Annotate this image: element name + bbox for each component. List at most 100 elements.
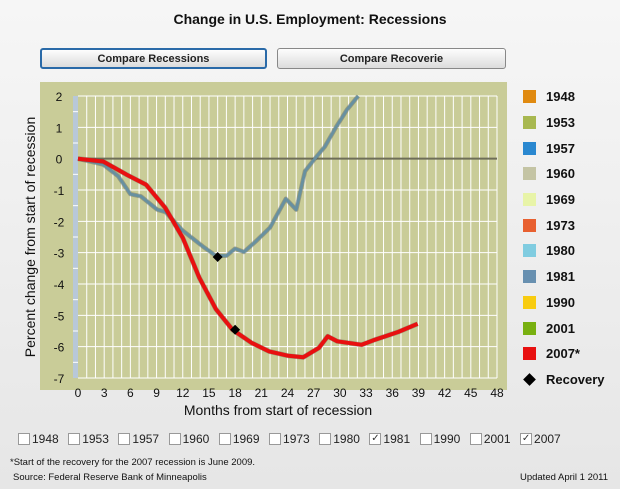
checkbox-1953[interactable]: 1953: [68, 432, 109, 446]
checkbox-label: 1981: [383, 432, 411, 446]
legend-swatch: [523, 90, 536, 104]
checkbox-box[interactable]: ✓: [520, 433, 533, 445]
recovery-marker-1981: [212, 252, 223, 263]
legend-label: 1973: [546, 217, 575, 233]
legend-swatch: [523, 167, 536, 181]
compare-recoveries-button[interactable]: Compare Recoverie: [277, 48, 506, 69]
checkbox-box[interactable]: [269, 433, 282, 445]
y-axis-label: Percent change from start of recession: [22, 117, 38, 357]
x-axis-label: Months from start of recession: [184, 402, 372, 418]
x-tick-label: 30: [333, 386, 347, 400]
legend-label: 1957: [546, 140, 575, 156]
checkbox-1960[interactable]: 1960: [168, 432, 210, 446]
checkbox-2001[interactable]: 2001: [469, 432, 511, 446]
checkbox-1957[interactable]: 1957: [118, 432, 159, 446]
checkbox-label: 1990: [433, 432, 461, 446]
checkbox-label: 1957: [132, 432, 160, 446]
x-tick-label: 9: [153, 386, 160, 400]
legend-label: 1948: [546, 89, 575, 105]
x-tick-label: 3: [101, 386, 108, 400]
chart-title: Change in U.S. Employment: Recessions: [173, 11, 447, 27]
legend-label: 2001: [546, 320, 575, 336]
y-tick-label: -7: [54, 372, 65, 386]
legend-swatch: [523, 295, 536, 309]
checkbox-1980[interactable]: 1980: [319, 432, 360, 446]
legend-label: 1969: [546, 192, 575, 208]
legend-swatch: [523, 270, 536, 284]
legend-item-1981: 1981: [523, 264, 605, 290]
legend-item-1953: 1953: [523, 110, 605, 136]
x-tick-label: 12: [176, 386, 190, 400]
legend-item-2001: 2001: [523, 315, 605, 341]
legend-label: 1990: [546, 294, 575, 310]
legend-label: 1953: [546, 115, 575, 131]
checkbox-box[interactable]: [68, 433, 81, 445]
x-tick-label: 15: [202, 386, 216, 400]
checkbox-box[interactable]: [319, 433, 332, 445]
series-line-1981: [77, 95, 360, 258]
legend-swatch: [523, 116, 536, 130]
legend-label: 1960: [546, 166, 575, 182]
legend-swatch: [523, 321, 536, 335]
y-tick-label: -5: [54, 309, 65, 323]
checkbox-1990[interactable]: 1990: [419, 432, 461, 446]
plot-frame: [40, 82, 507, 390]
checkbox-1969[interactable]: 1969: [218, 432, 260, 446]
x-tick-label: 0: [75, 386, 82, 400]
y-tick-label: 1: [56, 121, 63, 135]
updated-note: Updated April 1 2011: [519, 472, 608, 483]
checkbox-1973[interactable]: 1973: [269, 432, 310, 446]
checkbox-box[interactable]: [18, 433, 30, 445]
legend-item-1973: 1973: [523, 212, 605, 238]
x-tick-label: 39: [412, 386, 426, 400]
checkbox-box[interactable]: [469, 433, 482, 445]
y-tick-label: -2: [54, 215, 65, 229]
legend-item-1957: 1957: [523, 135, 605, 161]
checkbox-1981[interactable]: ✓ 1981: [369, 432, 410, 446]
legend-label: Recovery: [546, 371, 605, 387]
x-tick-label: 18: [228, 386, 242, 400]
x-tick-label: 21: [255, 386, 269, 400]
y-tick-label: -1: [54, 184, 65, 198]
legend-swatch: [523, 218, 536, 232]
checkbox-1948[interactable]: 1948: [18, 432, 59, 446]
source-note: Source: Federal Reserve Bank of Minneapo…: [13, 472, 207, 483]
checkbox-label: 2007: [534, 432, 561, 446]
x-tick-label: 24: [281, 386, 295, 400]
legend-swatch: [523, 193, 536, 207]
legend-item-1960: 1960: [523, 161, 605, 187]
checkbox-box[interactable]: [218, 433, 231, 445]
legend-item-1980: 1980: [523, 238, 605, 264]
checkbox-label: 1973: [283, 432, 310, 446]
checkbox-label: 1953: [82, 432, 109, 446]
checkbox-2007[interactable]: ✓ 2007: [520, 432, 561, 446]
x-tick-label: 45: [464, 386, 478, 400]
x-tick-label: 42: [438, 386, 452, 400]
y-tick-label: 2: [56, 90, 63, 104]
diamond-icon: [523, 373, 536, 386]
legend-swatch: [523, 141, 536, 155]
y-tick-label: -4: [54, 278, 65, 292]
checkbox-box[interactable]: [419, 433, 432, 445]
x-tick-label: 36: [386, 386, 400, 400]
checkbox-box[interactable]: [168, 433, 181, 445]
checkbox-label: 1960: [182, 432, 210, 446]
legend-item-1969: 1969: [523, 187, 605, 213]
legend-swatch: [523, 347, 536, 361]
checkbox-box[interactable]: [118, 433, 131, 445]
y-tick-label: -6: [54, 341, 65, 355]
legend-label: 1981: [546, 269, 575, 285]
legend-item-recovery: Recovery: [523, 367, 605, 393]
series-line-2007*: [77, 156, 419, 360]
legend-label: 2007*: [546, 346, 580, 362]
checkbox-box[interactable]: ✓: [369, 433, 382, 445]
legend-label: 1980: [546, 243, 575, 259]
legend-item-1948: 1948: [523, 84, 605, 110]
y-tick-label: 0: [56, 153, 63, 167]
footnote: *Start of the recovery for the 2007 rece…: [10, 457, 256, 468]
checkbox-label: 2001: [483, 432, 511, 446]
compare-recessions-button[interactable]: Compare Recessions: [40, 48, 267, 69]
line-chart: 210-1-2-3-4-5-6-70 3 6 9 12 15 18 21 24 27 30 33 36 3…: [22, 82, 507, 418]
legend-item-2007*: 2007*: [523, 341, 605, 367]
legend-item-1990: 1990: [523, 290, 605, 316]
